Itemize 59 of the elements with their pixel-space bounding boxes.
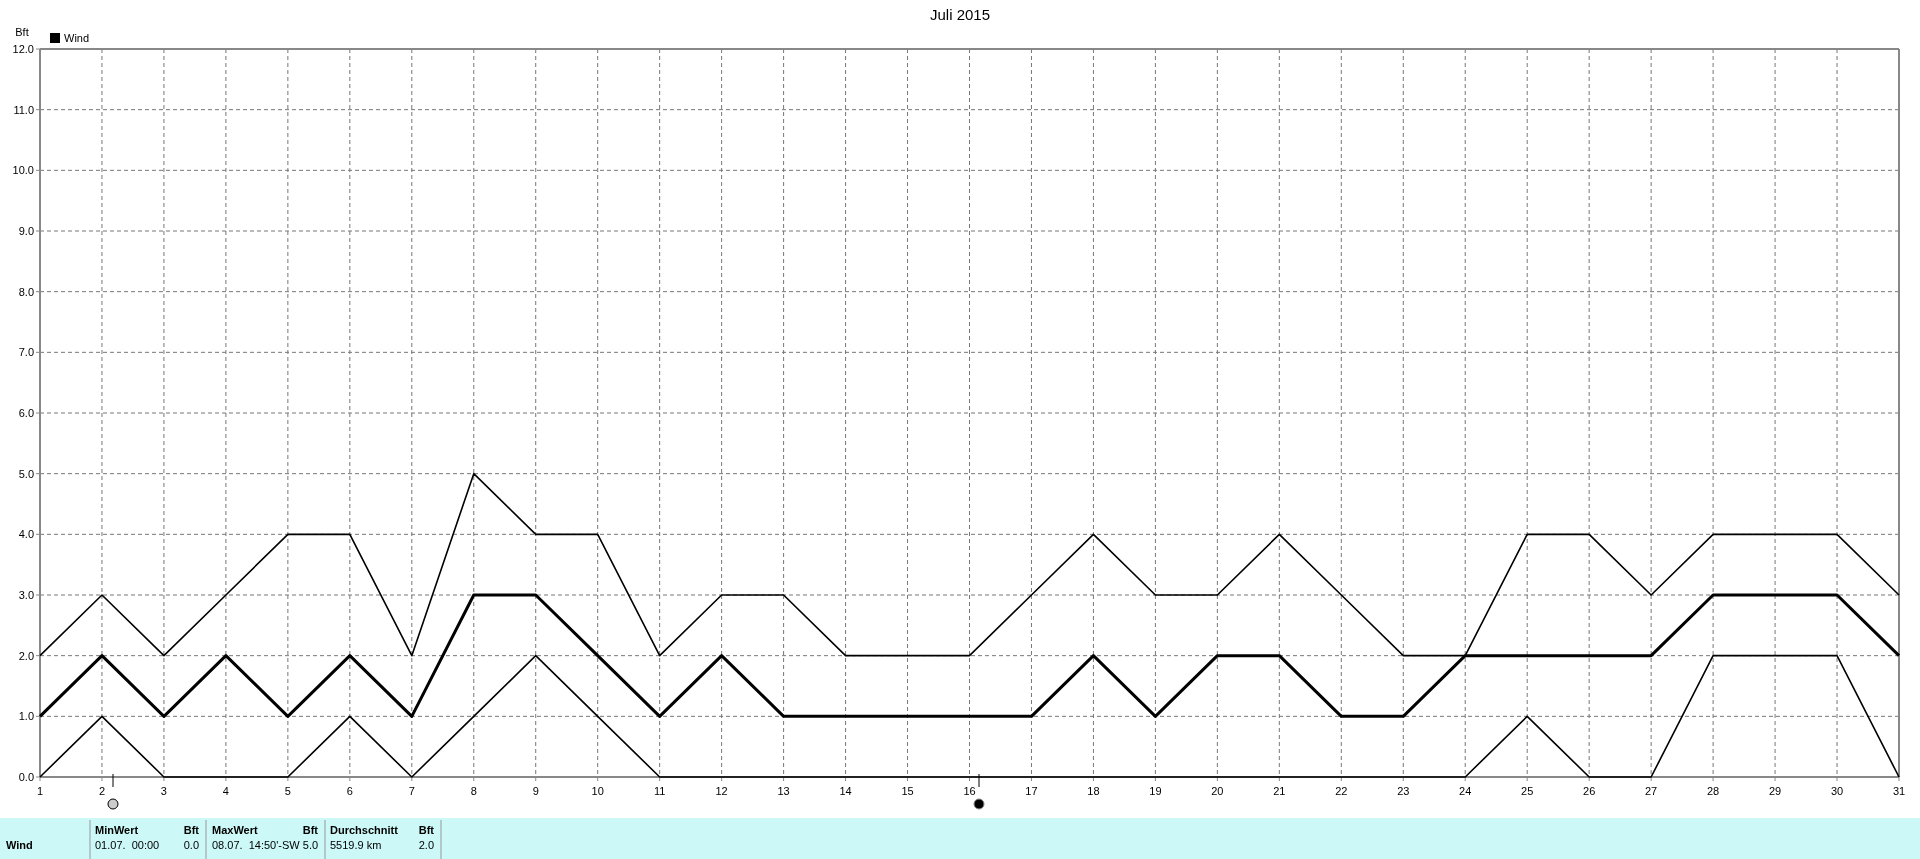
text: 2.0 bbox=[418, 839, 434, 851]
x-tick-label: 28 bbox=[1706, 785, 1720, 797]
text: MaxWert bbox=[212, 824, 258, 836]
y-tick-label: 3.0 bbox=[18, 589, 34, 601]
text: Durchschnitt bbox=[330, 824, 399, 836]
y-tick-label: 9.0 bbox=[18, 225, 34, 237]
x-tick-label: 27 bbox=[1645, 785, 1658, 797]
x-tick-label: 31 bbox=[1892, 785, 1906, 797]
text: Bft bbox=[418, 824, 435, 836]
y-tick-label: 6.0 bbox=[18, 407, 34, 419]
x-tick-label: 11 bbox=[653, 785, 666, 797]
x-tick-label: 12 bbox=[715, 785, 728, 797]
y-axis-title: Bft bbox=[15, 26, 29, 38]
y-tick-label: 4.0 bbox=[18, 528, 34, 541]
text: Bft bbox=[183, 824, 200, 836]
text: MinWert bbox=[95, 824, 139, 836]
text: Bft bbox=[302, 824, 319, 836]
text: Wind bbox=[6, 839, 33, 851]
x-tick-label: 5 bbox=[284, 785, 291, 797]
x-tick-label: 1 bbox=[36, 785, 44, 797]
x-tick-label: 2 bbox=[98, 785, 106, 797]
x-tick-label: 24 bbox=[1459, 785, 1472, 797]
x-tick-label: 13 bbox=[777, 785, 790, 797]
chart-title: Juli 2015 bbox=[929, 6, 991, 23]
x-tick-label: 19 bbox=[1149, 785, 1162, 797]
y-tick-label: 5.0 bbox=[18, 467, 34, 480]
y-tick-label: 2.0 bbox=[18, 649, 34, 662]
text: 08.07. 14:50'-SW 5.0 bbox=[212, 839, 319, 851]
x-tick-label: 16 bbox=[963, 785, 976, 797]
y-tick-label: 7.0 bbox=[18, 346, 34, 359]
x-tick-label: 6 bbox=[346, 785, 353, 797]
x-tick-label: 26 bbox=[1583, 785, 1596, 797]
y-tick-label: 11.0 bbox=[13, 103, 34, 116]
x-tick-label: 15 bbox=[901, 785, 914, 797]
x-tick-label: 17 bbox=[1025, 785, 1038, 797]
y-tick-label: 1.0 bbox=[18, 710, 34, 723]
y-tick-label: 10.0 bbox=[12, 164, 34, 177]
text: 01.07. 00:00 bbox=[95, 839, 160, 851]
y-tick-label: 12.0 bbox=[12, 43, 34, 55]
x-tick-label: 9 bbox=[532, 785, 539, 797]
x-tick-label: 3 bbox=[160, 785, 167, 797]
x-tick-label: 30 bbox=[1830, 785, 1844, 797]
x-tick-label: 22 bbox=[1335, 785, 1348, 797]
x-tick-label: 25 bbox=[1521, 785, 1534, 797]
x-tick-label: 18 bbox=[1087, 785, 1100, 797]
x-tick-label: 4 bbox=[222, 785, 229, 797]
y-tick-label: 0.0 bbox=[18, 771, 34, 783]
text: 5519.9 km bbox=[330, 839, 382, 851]
y-tick-label: 8.0 bbox=[18, 285, 34, 298]
x-tick-label: 7 bbox=[408, 785, 415, 797]
x-tick-label: 23 bbox=[1397, 785, 1410, 797]
x-tick-label: 10 bbox=[591, 785, 604, 797]
legend-label: Wind bbox=[64, 32, 90, 44]
x-tick-label: 29 bbox=[1768, 785, 1782, 797]
x-tick-label: 21 bbox=[1273, 785, 1286, 797]
x-tick-label: 14 bbox=[839, 785, 852, 797]
text: 0.0 bbox=[183, 839, 199, 851]
x-tick-label: 20 bbox=[1211, 785, 1224, 797]
x-tick-label: 8 bbox=[470, 785, 477, 797]
